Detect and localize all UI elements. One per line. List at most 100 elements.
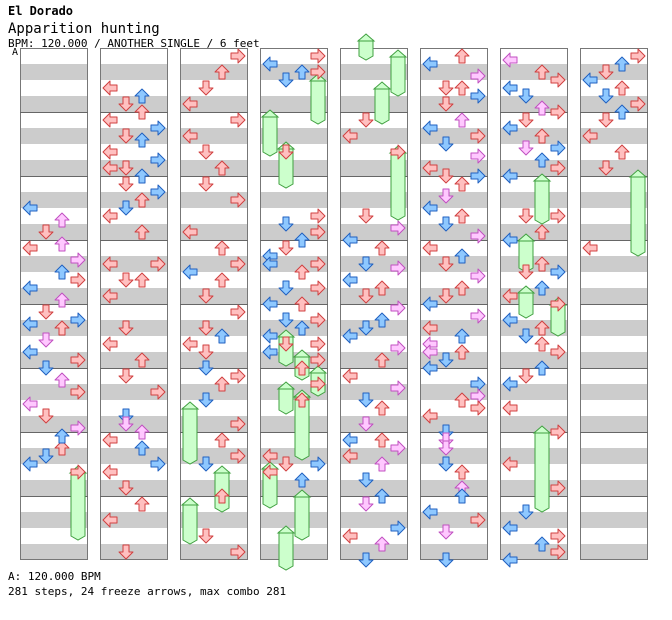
step-arrow bbox=[310, 224, 326, 240]
step-arrow bbox=[310, 352, 326, 368]
step-arrow bbox=[182, 96, 198, 112]
step-arrow bbox=[518, 88, 534, 104]
bpm-line: A: 120.000 BPM bbox=[8, 570, 101, 583]
stripe bbox=[340, 128, 408, 144]
step-arrow bbox=[182, 264, 198, 280]
freeze-arrow bbox=[534, 431, 550, 513]
step-arrow bbox=[342, 368, 358, 384]
step-arrow bbox=[534, 100, 550, 116]
chart-column bbox=[340, 48, 408, 560]
step-arrow bbox=[102, 144, 118, 160]
freeze-arrow bbox=[390, 151, 406, 221]
stripe bbox=[100, 448, 168, 464]
step-arrow bbox=[134, 224, 150, 240]
step-arrow bbox=[118, 96, 134, 112]
step-arrow bbox=[118, 544, 134, 560]
step-arrow bbox=[550, 480, 566, 496]
step-arrow bbox=[118, 368, 134, 384]
step-arrow bbox=[150, 120, 166, 136]
stripe bbox=[580, 384, 648, 400]
step-arrow bbox=[470, 128, 486, 144]
step-arrow bbox=[470, 512, 486, 528]
step-arrow bbox=[534, 336, 550, 352]
step-arrow bbox=[38, 408, 54, 424]
stripe bbox=[260, 288, 328, 304]
step-arrow bbox=[534, 536, 550, 552]
step-arrow bbox=[502, 80, 518, 96]
step-arrow bbox=[118, 320, 134, 336]
stripe bbox=[580, 512, 648, 528]
step-arrow bbox=[294, 264, 310, 280]
freeze-head bbox=[292, 349, 312, 358]
step-arrow bbox=[54, 320, 70, 336]
step-arrow bbox=[262, 344, 278, 360]
step-arrow bbox=[550, 424, 566, 440]
step-arrow bbox=[38, 332, 54, 348]
stripe bbox=[100, 544, 168, 560]
step-arrow bbox=[454, 344, 470, 360]
freeze-arrow bbox=[278, 387, 294, 415]
freeze-arrow bbox=[374, 87, 390, 125]
freeze-arrow bbox=[630, 175, 646, 257]
chart-column bbox=[580, 48, 648, 560]
step-arrow bbox=[214, 376, 230, 392]
step-arrow bbox=[518, 264, 534, 280]
step-arrow bbox=[54, 212, 70, 228]
step-arrow bbox=[134, 496, 150, 512]
step-arrow bbox=[502, 312, 518, 328]
step-arrow bbox=[422, 120, 438, 136]
step-arrow bbox=[198, 144, 214, 160]
step-arrow bbox=[134, 352, 150, 368]
step-arrow bbox=[390, 440, 406, 456]
stripe bbox=[580, 352, 648, 368]
step-arrow bbox=[134, 192, 150, 208]
stripe bbox=[420, 416, 488, 432]
step-arrow bbox=[374, 312, 390, 328]
step-arrow bbox=[38, 448, 54, 464]
step-arrow bbox=[582, 72, 598, 88]
step-arrow bbox=[118, 176, 134, 192]
step-arrow bbox=[438, 440, 454, 456]
step-arrow bbox=[358, 288, 374, 304]
step-arrow bbox=[518, 328, 534, 344]
step-arrow bbox=[390, 144, 406, 160]
stripe bbox=[260, 416, 328, 432]
step-arrow bbox=[390, 220, 406, 236]
stripe bbox=[180, 160, 248, 176]
step-arrow bbox=[502, 552, 518, 568]
stripe bbox=[340, 544, 408, 560]
freeze-head bbox=[308, 365, 328, 374]
step-arrow bbox=[54, 236, 70, 252]
stripe bbox=[260, 256, 328, 272]
step-arrow bbox=[422, 296, 438, 312]
step-arrow bbox=[390, 520, 406, 536]
step-arrow bbox=[134, 88, 150, 104]
step-arrow bbox=[518, 504, 534, 520]
stripe bbox=[180, 288, 248, 304]
step-arrow bbox=[550, 264, 566, 280]
step-arrow bbox=[454, 392, 470, 408]
stripe bbox=[420, 160, 488, 176]
stripe bbox=[180, 256, 248, 272]
step-arrow bbox=[70, 252, 86, 268]
step-arrow bbox=[422, 56, 438, 72]
stripe bbox=[180, 64, 248, 80]
stripe bbox=[100, 416, 168, 432]
step-arrow bbox=[198, 360, 214, 376]
step-arrow bbox=[598, 112, 614, 128]
chart-column bbox=[100, 48, 168, 560]
stripe bbox=[580, 128, 648, 144]
stripe bbox=[580, 64, 648, 80]
step-arrow bbox=[70, 272, 86, 288]
step-arrow bbox=[38, 224, 54, 240]
step-arrow bbox=[198, 80, 214, 96]
step-arrow bbox=[518, 208, 534, 224]
stripe bbox=[340, 320, 408, 336]
step-arrow bbox=[54, 292, 70, 308]
stripe bbox=[340, 512, 408, 528]
step-arrow bbox=[310, 48, 326, 64]
step-arrow bbox=[198, 456, 214, 472]
step-arrow bbox=[502, 456, 518, 472]
step-arrow bbox=[278, 280, 294, 296]
step-arrow bbox=[582, 240, 598, 256]
